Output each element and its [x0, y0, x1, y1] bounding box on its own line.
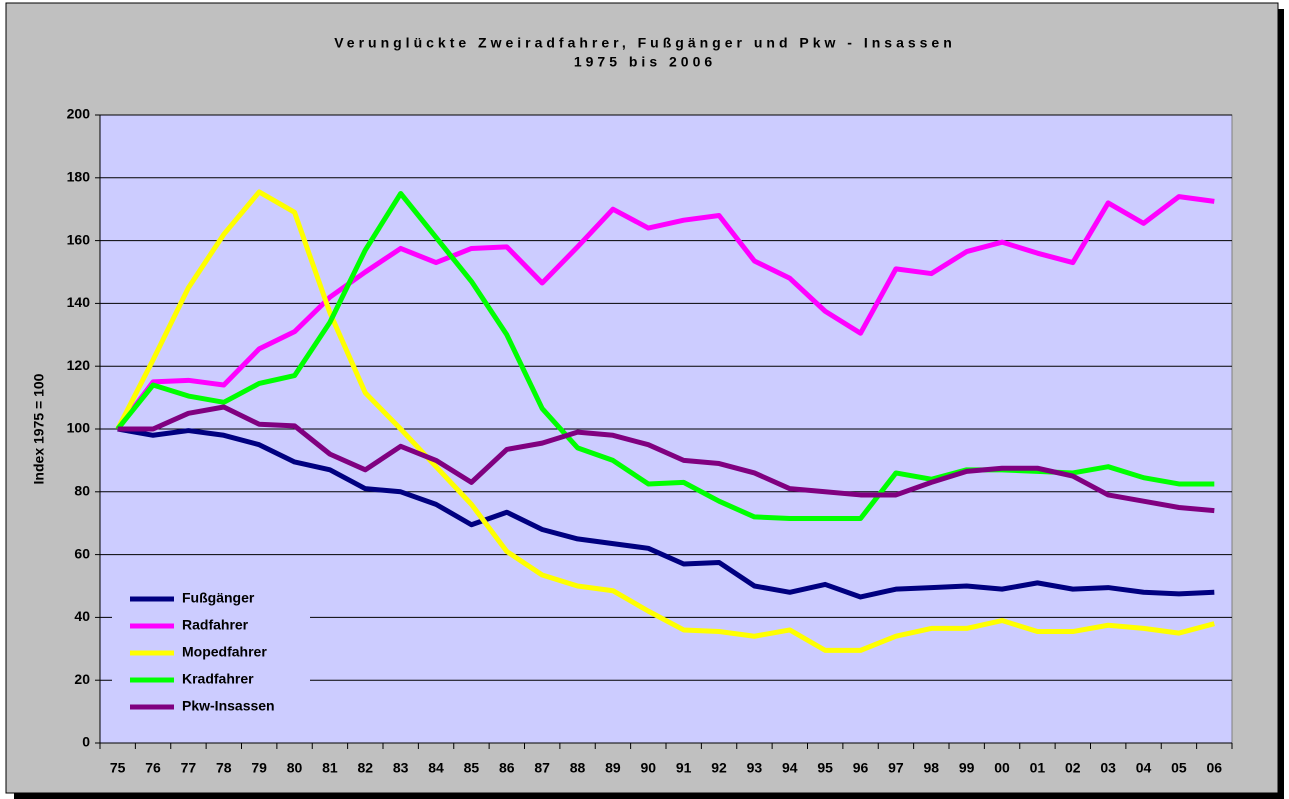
series-line [117, 426, 1215, 600]
x-tick-label: 75 [110, 760, 126, 776]
y-tick-label: 140 [67, 294, 91, 310]
series-line [117, 404, 1215, 514]
x-tick-label: 92 [711, 760, 727, 776]
y-tick-label: 20 [74, 671, 90, 687]
y-tick-label: 160 [67, 231, 91, 247]
y-tick-label: 80 [74, 483, 90, 499]
series-line [115, 194, 1215, 431]
y-axis-label: Index 1975 = 100 [31, 373, 47, 484]
x-tick-label: 93 [747, 760, 763, 776]
x-tick-label: 80 [287, 760, 303, 776]
legend-label: Pkw-Insassen [182, 698, 275, 714]
legend: Fußgänger Radfahrer Mopedfahrer Kradfahrer P… [112, 573, 310, 723]
x-tick-label: 01 [1030, 760, 1046, 776]
x-tick-label: 87 [534, 760, 550, 776]
x-tick-label: 84 [428, 760, 444, 776]
x-tick-label: 04 [1136, 760, 1152, 776]
x-tick-label: 94 [782, 760, 798, 776]
y-tick-label: 60 [74, 545, 90, 561]
series-line [115, 191, 1215, 521]
legend-label: Radfahrer [182, 617, 249, 633]
chart-title: Verunglückte Zweiradfahrer, Fußgänger un… [334, 35, 956, 51]
chart-subtitle: 1975 bis 2006 [574, 54, 716, 70]
y-tick-label: 40 [74, 608, 90, 624]
y-tick-label: 0 [82, 734, 90, 750]
x-tick-label: 99 [959, 760, 975, 776]
x-tick-label: 91 [676, 760, 692, 776]
legend-label: Kradfahrer [182, 671, 254, 687]
series-line [115, 189, 1215, 653]
x-tick-label: 89 [605, 760, 621, 776]
x-tick-label: 86 [499, 760, 515, 776]
legend-label: Fußgänger [182, 590, 255, 606]
x-tick-label: 77 [181, 760, 197, 776]
lines [115, 189, 1215, 653]
x-tick-label: 88 [570, 760, 586, 776]
x-tick-label: 97 [888, 760, 904, 776]
y-tick-label: 180 [67, 169, 91, 185]
x-tick-label: 78 [216, 760, 232, 776]
x-tick-label: 02 [1065, 760, 1081, 776]
y-tick-label: 100 [67, 420, 91, 436]
x-tick-label: 00 [994, 760, 1010, 776]
x-tick-label: 81 [322, 760, 338, 776]
x-tick-label: 90 [641, 760, 657, 776]
x-tick-label: 85 [464, 760, 480, 776]
x-tick-label: 96 [853, 760, 869, 776]
x-tick-label: 95 [817, 760, 833, 776]
x-tick-label: 76 [145, 760, 161, 776]
legend-label: Mopedfahrer [182, 644, 267, 660]
x-tick-label: 98 [924, 760, 940, 776]
x-tick-label: 05 [1171, 760, 1187, 776]
x-tick-label: 83 [393, 760, 409, 776]
y-tick-label: 200 [67, 106, 91, 122]
x-tick-label: 06 [1207, 760, 1223, 776]
y-tick-label: 120 [67, 357, 91, 373]
x-tick-label: 82 [358, 760, 374, 776]
x-tick-label: 79 [251, 760, 267, 776]
x-tick-label: 03 [1100, 760, 1116, 776]
